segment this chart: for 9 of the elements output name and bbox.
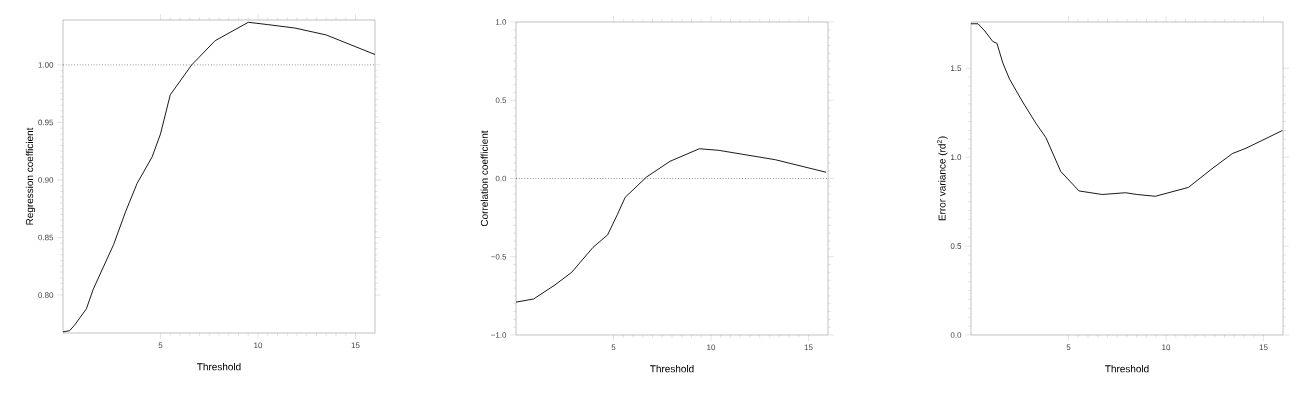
x-axis-title: Threshold: [197, 363, 241, 371]
y-axis-title: Error variance (rd$^{2}$): [937, 136, 948, 221]
y-axis-title: Regression coefficient: [25, 127, 36, 225]
y-axis-title: Correlation coefficient: [480, 130, 488, 227]
x-axis-title: Threshold: [1105, 365, 1149, 373]
x-axis-title: Threshold: [650, 365, 694, 373]
line-series: [970, 23, 1283, 197]
line-series: [515, 148, 827, 303]
line-series: [62, 21, 376, 333]
